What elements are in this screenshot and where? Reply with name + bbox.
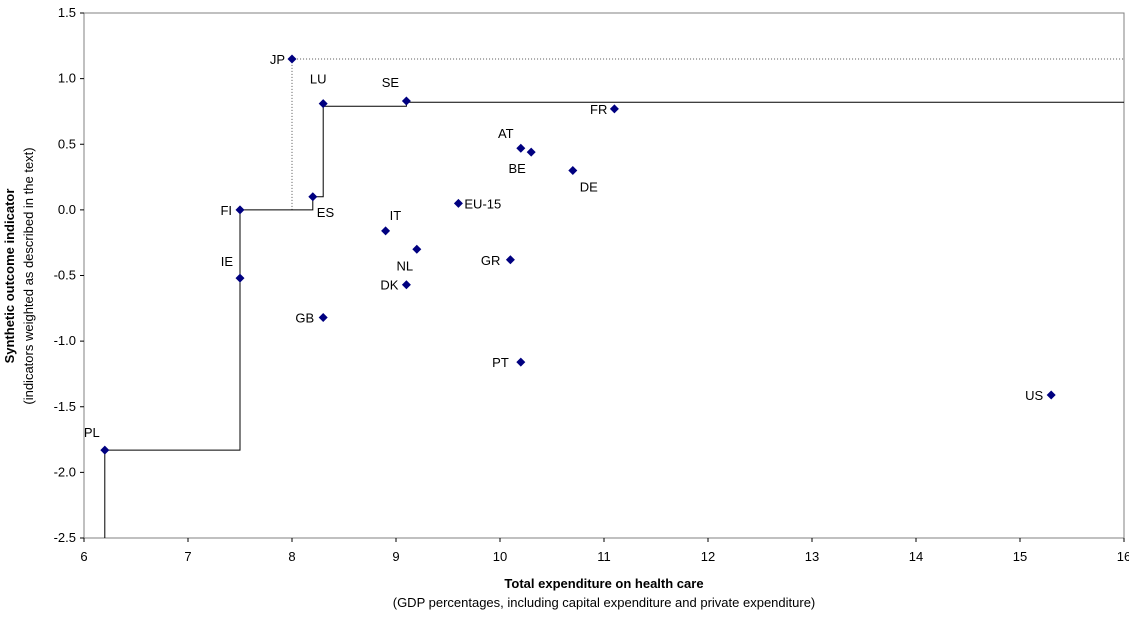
y-tick-label: 1.5 — [58, 5, 76, 20]
x-tick-label: 9 — [392, 549, 399, 564]
point-label-lu: LU — [310, 72, 327, 87]
point-label-it: IT — [390, 208, 402, 223]
y-axis-title: Synthetic outcome indicator — [2, 189, 17, 364]
data-point-nl — [412, 244, 422, 254]
point-label-nl: NL — [396, 258, 413, 273]
y-tick-label: -2.5 — [54, 530, 76, 545]
plot-area — [83, 12, 1125, 539]
point-label-pl: PL — [84, 425, 100, 440]
x-axis-title: Total expenditure on health care — [504, 576, 703, 591]
x-axis-ticks: 6 7 8 9 10 11 12 13 14 15 16 — [80, 538, 1129, 564]
y-axis-ticks: 1.5 1.0 0.5 0.0 -0.5 -1.0 -1.5 -2.0 -2.5 — [54, 5, 84, 545]
data-point-gr — [505, 255, 515, 265]
x-tick-label: 8 — [288, 549, 295, 564]
y-tick-label: 0.0 — [58, 202, 76, 217]
x-axis-subtitle: (GDP percentages, including capital expe… — [393, 595, 816, 610]
y-axis-subtitle: (indicators weighted as described in the… — [21, 147, 36, 404]
y-tick-label: -1.5 — [54, 399, 76, 414]
data-points: PL IE FI JP ES LU GB IT SE DK NL EU-15 GR AT PT BE DE FR U… — [84, 52, 1056, 455]
data-point-es — [308, 192, 318, 202]
x-tick-label: 6 — [80, 549, 87, 564]
point-label-ie: IE — [221, 254, 234, 269]
point-label-fr: FR — [590, 102, 607, 117]
data-point-fr — [609, 104, 619, 114]
y-tick-label: 0.5 — [58, 136, 76, 151]
x-tick-label: 16 — [1117, 549, 1129, 564]
data-point-pl — [100, 445, 110, 455]
point-label-gr: GR — [481, 253, 501, 268]
point-label-at: AT — [498, 126, 514, 141]
x-tick-label: 7 — [184, 549, 191, 564]
y-tick-label: -1.0 — [54, 333, 76, 348]
point-label-pt: PT — [492, 355, 509, 370]
y-tick-label: 1.0 — [58, 71, 76, 86]
point-label-dk: DK — [380, 278, 398, 293]
x-tick-label: 15 — [1013, 549, 1027, 564]
data-point-fi — [235, 205, 245, 215]
point-label-se: SE — [382, 75, 400, 90]
point-label-de: DE — [580, 180, 598, 195]
data-point-dk — [401, 280, 411, 290]
data-point-se — [401, 96, 411, 106]
data-point-pt — [516, 357, 526, 367]
data-point-eu-15 — [453, 198, 463, 208]
data-point-ie — [235, 273, 245, 283]
data-point-gb — [318, 313, 328, 322]
data-point-be — [526, 147, 536, 157]
data-point-de — [568, 166, 578, 175]
data-point-jp — [287, 54, 297, 64]
x-tick-label: 11 — [597, 549, 611, 564]
point-label-fi: FI — [220, 203, 232, 218]
data-point-it — [381, 226, 391, 236]
point-label-jp: JP — [270, 52, 285, 67]
x-tick-label: 14 — [909, 549, 923, 564]
y-tick-label: -2.0 — [54, 464, 76, 479]
x-tick-label: 10 — [493, 549, 507, 564]
y-tick-label: -0.5 — [54, 268, 76, 283]
point-label-eu-15: EU-15 — [464, 196, 501, 211]
point-label-be: BE — [509, 161, 527, 176]
x-tick-label: 12 — [701, 549, 715, 564]
data-point-at — [516, 143, 526, 153]
data-point-us — [1046, 390, 1056, 400]
data-point-lu — [318, 99, 328, 109]
x-tick-label: 13 — [805, 549, 819, 564]
point-label-es: ES — [317, 205, 335, 220]
point-label-gb: GB — [295, 311, 314, 326]
point-label-us: US — [1025, 388, 1043, 403]
